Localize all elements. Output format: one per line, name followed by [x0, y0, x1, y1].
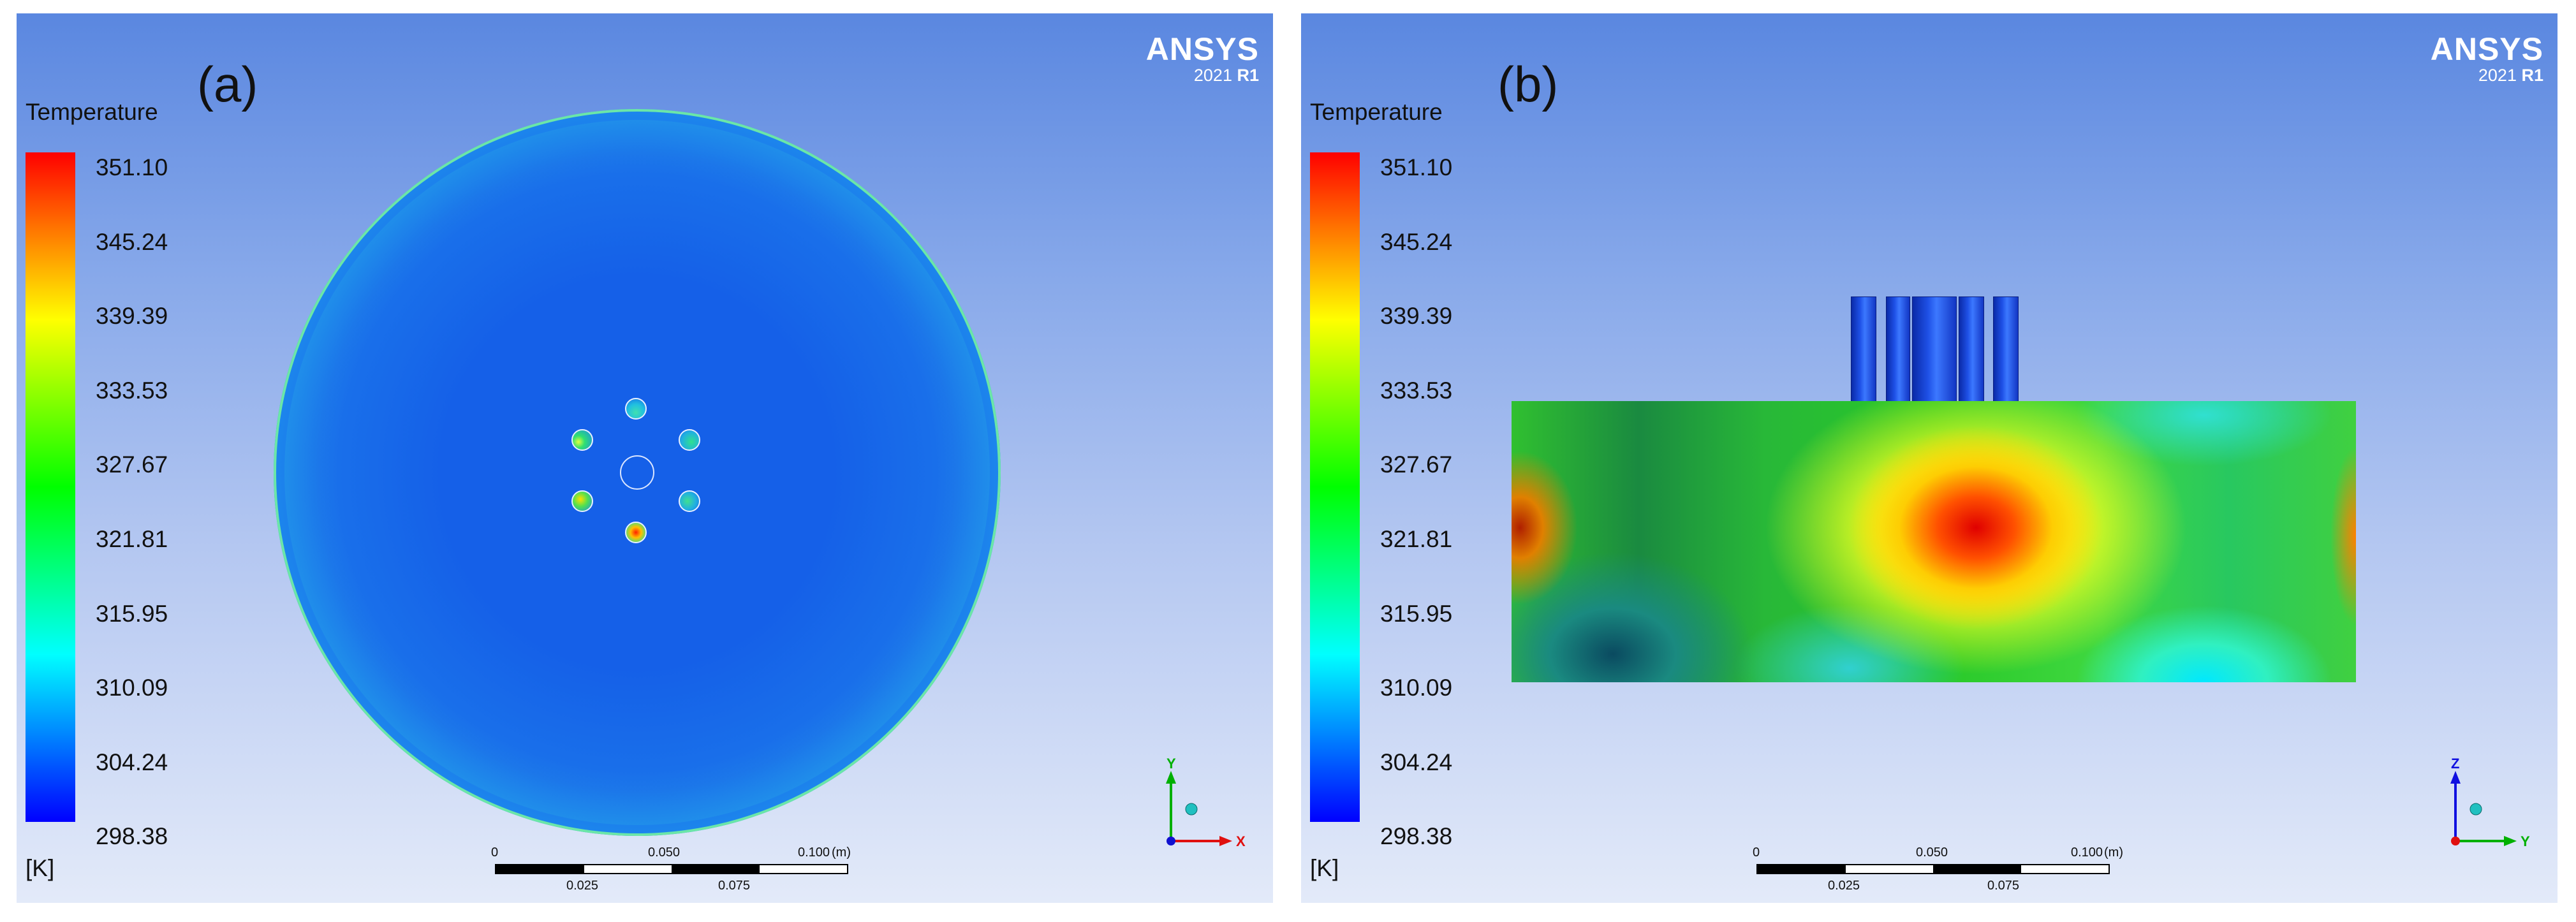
- inlet-hole: [625, 522, 647, 543]
- brand-version-year: 2021: [1193, 66, 1232, 85]
- scale-label: 0.025: [566, 879, 599, 893]
- y-axis-arrow: [2504, 836, 2517, 846]
- legend-tick: 333.53: [96, 377, 168, 404]
- scale-label: 0.100: [2071, 845, 2103, 860]
- tank-side-view[interactable]: [1512, 401, 2356, 682]
- legend-tick: 351.10: [1380, 154, 1453, 180]
- legend-tick: 310.09: [96, 675, 168, 701]
- scale-label: 0.075: [718, 879, 751, 893]
- view-sphere-icon: [1185, 803, 1198, 816]
- axis-triad[interactable]: Y X: [1145, 757, 1248, 859]
- center-shaft: [620, 455, 654, 490]
- inlet-hole: [679, 429, 700, 451]
- legend-tick: 339.39: [1380, 303, 1453, 329]
- y-axis-arrow: [1166, 771, 1176, 784]
- scale-bar: 0 0.050 0.100 (m) 0.025 0.075: [1753, 845, 2123, 897]
- viewport-panel-a[interactable]: ANSYS 2021 R1 (a) Temperature 351.10 345…: [17, 13, 1273, 903]
- legend-tick: 345.24: [1380, 229, 1453, 255]
- scale-label: 0: [1753, 845, 1760, 860]
- inlet-pipe: [1886, 296, 1910, 402]
- x-axis-arrow: [1219, 836, 1232, 846]
- legend-unit: [K]: [26, 855, 55, 881]
- color-legend-bar: [26, 152, 75, 822]
- scale-unit: (m): [2104, 845, 2123, 860]
- scale-label: 0.075: [1987, 879, 2020, 893]
- z-axis-dot: [1167, 837, 1175, 845]
- inlet-hole: [571, 490, 593, 512]
- scale-bar: 0 0.050 0.100 (m) 0.025 0.075: [491, 845, 851, 897]
- axis-triad[interactable]: Z Y: [2430, 757, 2532, 859]
- z-axis-label: Z: [2451, 757, 2459, 772]
- legend-tick: 321.81: [1380, 526, 1453, 552]
- ansys-logo: ANSYS 2021 R1: [2431, 33, 2543, 85]
- legend-unit: [K]: [1310, 855, 1339, 881]
- brand-version: 2021 R1: [1146, 66, 1259, 85]
- scale-label: 0.050: [1916, 845, 1948, 860]
- legend-tick: 339.39: [96, 303, 168, 329]
- panel-label: (a): [197, 56, 258, 112]
- scale-label: 0.025: [1828, 879, 1860, 893]
- legend-tick: 333.53: [1380, 377, 1453, 404]
- legend-tick: 298.38: [1380, 823, 1453, 849]
- scale-label: 0: [491, 845, 499, 860]
- legend-title: Temperature: [1310, 99, 1443, 125]
- scale-unit: (m): [832, 845, 851, 860]
- legend-tick: 310.09: [1380, 675, 1453, 701]
- view-sphere-icon: [2469, 803, 2482, 816]
- inlet-hole: [571, 429, 593, 451]
- brand-version: 2021 R1: [2431, 66, 2543, 85]
- viewport-panel-b[interactable]: ANSYS 2021 R1 (b) Temperature 351.10 345…: [1301, 13, 2558, 903]
- legend-tick: 351.10: [96, 154, 168, 180]
- legend-tick: 345.24: [96, 229, 168, 255]
- inlet-hole: [625, 398, 647, 420]
- brand-version-release: R1: [1237, 66, 1259, 85]
- legend-title: Temperature: [26, 99, 158, 125]
- y-axis-label: Y: [2521, 833, 2530, 849]
- inlet-pipe: [1959, 296, 1984, 402]
- brand-version-year: 2021: [2478, 66, 2517, 85]
- legend-tick: 304.24: [1380, 749, 1453, 775]
- x-axis-label: X: [1236, 833, 1246, 849]
- scale-label: 0.050: [648, 845, 681, 860]
- panel-label: (b): [1498, 56, 1559, 112]
- color-legend-bar: [1310, 152, 1360, 822]
- legend-tick: 304.24: [96, 749, 168, 775]
- legend-tick: 298.38: [96, 823, 168, 849]
- scale-bar-segments: [495, 864, 848, 874]
- scale-label: 0.100: [798, 845, 830, 860]
- legend-tick: 321.81: [96, 526, 168, 552]
- brand-version-release: R1: [2521, 66, 2543, 85]
- brand-name: ANSYS: [2430, 31, 2543, 67]
- inlet-pipe: [1993, 296, 2019, 402]
- scale-bar-segments: [1756, 864, 2110, 874]
- x-axis-dot: [2451, 837, 2460, 845]
- inlet-hole: [679, 490, 700, 512]
- y-axis-label: Y: [1167, 757, 1176, 772]
- legend-tick: 327.67: [96, 451, 168, 478]
- ansys-logo: ANSYS 2021 R1: [1146, 33, 1259, 85]
- legend-tick: 315.95: [96, 601, 168, 627]
- legend-tick: 315.95: [1380, 601, 1453, 627]
- inlet-pipe: [1851, 296, 1876, 402]
- brand-name: ANSYS: [1145, 31, 1259, 67]
- z-axis-arrow: [2450, 771, 2461, 784]
- legend-tick: 327.67: [1380, 451, 1453, 478]
- inlet-pipe: [1912, 296, 1957, 402]
